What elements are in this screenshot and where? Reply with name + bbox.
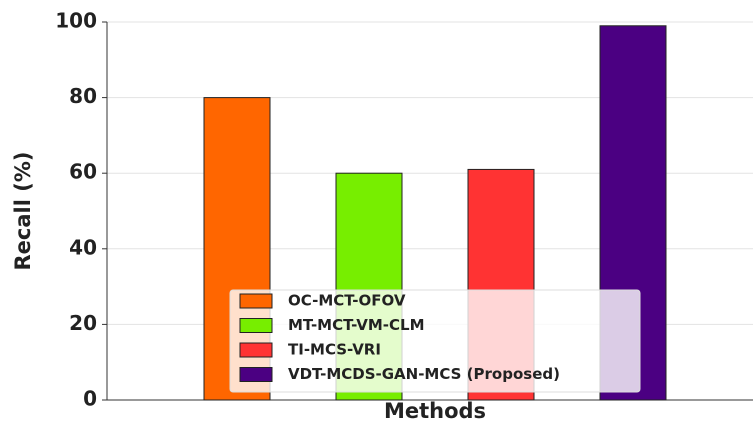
legend-label: MT-MCT-VM-CLM — [288, 316, 425, 334]
y-axis-label: Recall (%) — [11, 152, 35, 271]
y-tick-label: 80 — [69, 84, 97, 108]
y-tick-label: 60 — [69, 160, 97, 184]
y-tick-label: 40 — [69, 235, 97, 259]
y-tick-label: 0 — [83, 387, 97, 411]
legend-label: VDT-MCDS-GAN-MCS (Proposed) — [288, 365, 560, 383]
legend-box — [229, 289, 641, 393]
y-tick-label: 100 — [55, 9, 97, 33]
legend-swatch — [239, 367, 273, 382]
legend-label: TI-MCS-VRI — [288, 341, 381, 359]
legend-swatch — [239, 318, 273, 333]
legend-swatch — [239, 293, 273, 309]
legend-label: OC-MCT-OFOV — [288, 292, 406, 310]
x-axis-label: Methods — [384, 399, 486, 423]
y-tick-label: 20 — [69, 311, 97, 335]
legend-swatch — [239, 342, 273, 358]
